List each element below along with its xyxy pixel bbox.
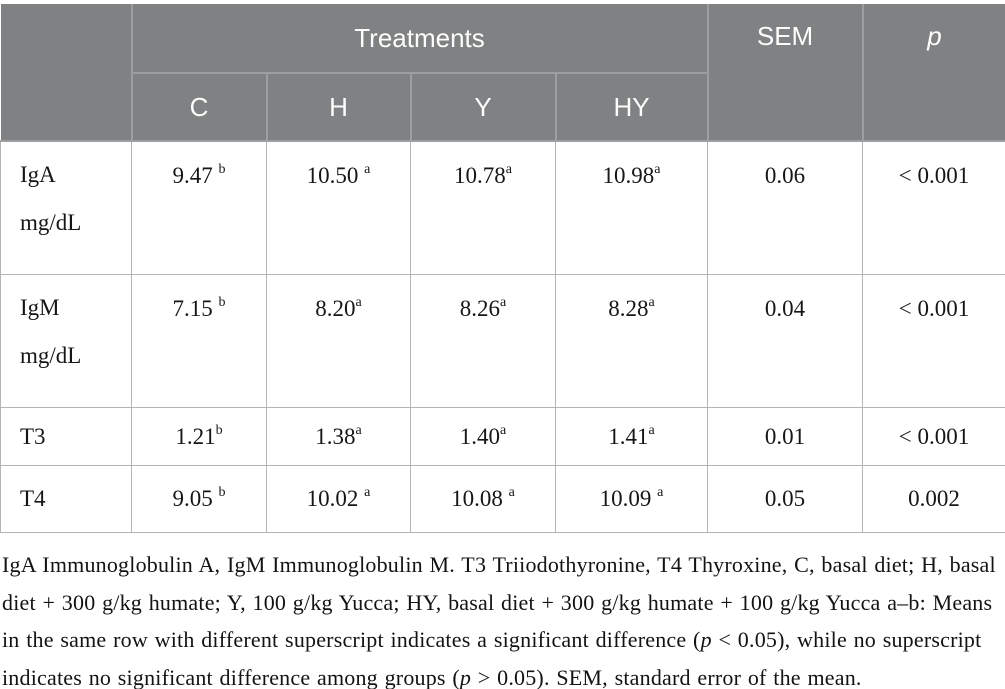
value-cell-c: 9.47 b xyxy=(131,140,267,275)
value-text: 8.26 xyxy=(459,296,501,321)
sem-value-cell: 0.06 xyxy=(707,140,864,275)
p-column-header: p xyxy=(861,4,1005,142)
corner-empty-cell xyxy=(0,4,133,142)
value-cell-c: 9.05 b xyxy=(131,465,267,533)
superscript: b xyxy=(218,485,226,501)
superscript: a xyxy=(355,295,362,311)
sem-value-cell: 0.04 xyxy=(707,274,864,408)
superscript: b xyxy=(218,295,226,311)
row-label-line2: mg/dL xyxy=(20,210,82,235)
superscript: b xyxy=(218,162,226,178)
value-cell-h: 10.50 a xyxy=(266,140,411,275)
p-value-cell: < 0.001 xyxy=(862,407,1005,466)
value-text: 1.40 xyxy=(459,423,501,449)
superscript: a xyxy=(505,162,512,178)
row-label-line1: T3 xyxy=(20,423,46,449)
table-body: IgA mg/dL 9.47 b 10.50 a 10.78a 10.98a 0.… xyxy=(0,140,1005,533)
row-label-line1: IgM xyxy=(20,295,60,320)
treatments-group-header: Treatments xyxy=(130,4,709,74)
value-cell-h: 1.38a xyxy=(266,407,411,466)
value-text: 1.41 xyxy=(608,423,649,449)
value-cell-c: 7.15 b xyxy=(131,274,267,408)
value-cell-h: 10.02 a xyxy=(266,465,411,533)
value-text: 10.78 xyxy=(454,163,506,188)
value-text: 7.15 xyxy=(172,296,219,321)
table-row-igm: IgM mg/dL 7.15 b 8.20a 8.26a 8.28a 0.04 <… xyxy=(0,274,1005,408)
superscript: a xyxy=(500,422,507,438)
footnote-italic-p: p xyxy=(459,664,472,689)
superscript: b xyxy=(215,422,223,438)
row-label-line2: mg/dL xyxy=(20,343,82,368)
header-row-treatments: C H Y HY xyxy=(1,72,1005,142)
value-cell-c: 1.21b xyxy=(131,407,267,466)
table-row-iga: IgA mg/dL 9.47 b 10.50 a 10.78a 10.98a 0.… xyxy=(0,140,1005,275)
footnote-italic-p: p xyxy=(700,627,712,653)
footnote-text: IgA Immunoglobulin A, IgM Immunoglobulin… xyxy=(2,552,996,653)
superscript: a xyxy=(364,485,371,501)
column-header-c: C xyxy=(130,72,268,142)
value-cell-hy: 10.98a xyxy=(554,140,709,275)
value-cell-y: 10.08 a xyxy=(410,465,556,533)
results-table: Treatments SEM p C H Y HY IgA mg/dL 9.47 … xyxy=(0,4,1005,533)
value-text: 1.21 xyxy=(175,423,216,449)
superscript: a xyxy=(500,295,507,311)
column-header-hy: HY xyxy=(554,72,709,142)
footnote-text: > 0.05). SEM, standard error of the mean… xyxy=(471,664,862,689)
value-text: 10.50 xyxy=(306,163,365,188)
value-cell-hy: 1.41a xyxy=(554,407,709,466)
sem-value-cell: 0.01 xyxy=(707,407,864,466)
table-footnote: IgA Immunoglobulin A, IgM Immunoglobulin… xyxy=(2,546,1003,689)
p-value-cell: < 0.001 xyxy=(862,274,1005,408)
value-text: 9.05 xyxy=(172,486,219,511)
value-cell-y: 10.78a xyxy=(410,140,556,275)
p-value-cell: 0.002 xyxy=(862,465,1005,533)
value-cell-hy: 8.28a xyxy=(554,274,709,408)
value-text: 8.20 xyxy=(315,296,356,321)
superscript: a xyxy=(654,162,661,178)
value-cell-h: 8.20a xyxy=(266,274,411,408)
superscript: a xyxy=(355,422,362,438)
row-label-cell: IgM mg/dL xyxy=(0,274,132,408)
superscript: a xyxy=(657,485,664,501)
row-label-line1: IgA xyxy=(20,162,56,187)
superscript: a xyxy=(648,422,655,438)
column-header-h: H xyxy=(265,72,412,142)
value-text: 8.28 xyxy=(608,296,649,321)
superscript: a xyxy=(364,162,371,178)
value-cell-y: 8.26a xyxy=(410,274,556,408)
value-text: 10.02 xyxy=(306,486,365,511)
row-label-cell: T3 xyxy=(0,407,132,466)
sem-column-header: SEM xyxy=(706,4,864,142)
value-text: 9.47 xyxy=(172,163,219,188)
superscript: a xyxy=(508,485,515,501)
value-text: 10.98 xyxy=(602,163,655,188)
sem-value-cell: 0.05 xyxy=(707,465,864,533)
row-label-line1: T4 xyxy=(20,486,46,511)
superscript: a xyxy=(648,295,655,311)
value-text: 1.38 xyxy=(315,423,356,449)
p-value-cell: < 0.001 xyxy=(862,140,1005,275)
table-row-t4: T4 9.05 b 10.02 a 10.08 a 10.09 a 0.05 0… xyxy=(0,465,1005,533)
table-row-t3: T3 1.21b 1.38a 1.40a 1.41a 0.01 < 0.001 xyxy=(0,407,1005,466)
column-header-y: Y xyxy=(409,72,557,142)
table-header: Treatments SEM p C H Y HY xyxy=(0,4,1005,142)
value-text: 10.08 xyxy=(451,486,509,511)
value-cell-hy: 10.09 a xyxy=(554,465,709,533)
row-label-cell: T4 xyxy=(0,465,132,533)
header-row-groups: Treatments SEM p xyxy=(0,4,1005,142)
value-text: 10.09 xyxy=(599,486,658,511)
value-cell-y: 1.40a xyxy=(410,407,556,466)
footnote-text: < 0.05), while no superscript indicates … xyxy=(2,627,982,689)
row-label-cell: IgA mg/dL xyxy=(0,140,132,275)
